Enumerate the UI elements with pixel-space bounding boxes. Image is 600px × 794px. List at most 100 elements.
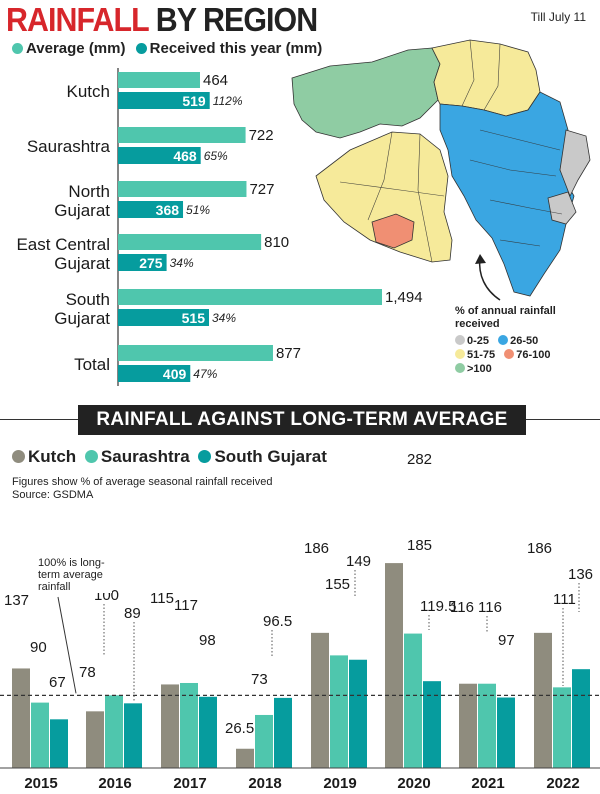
bar-south-gujarat-2015 bbox=[50, 719, 68, 768]
bar-kutch-2016 bbox=[86, 711, 104, 768]
data-label-13: 155 bbox=[325, 576, 350, 593]
bar-average-2 bbox=[118, 181, 247, 197]
section-banner: RAINFALL AGAINST LONG-TERM AVERAGE bbox=[78, 405, 526, 435]
year-label-2019: 2019 bbox=[323, 775, 356, 792]
bar-south-gujarat-2016 bbox=[124, 703, 142, 768]
bar-average-3 bbox=[118, 234, 262, 250]
legend-south-gujarat-swatch bbox=[198, 450, 212, 463]
value-average-1: 722 bbox=[249, 127, 274, 144]
map-legend-76-100: 76-100 bbox=[516, 349, 551, 361]
bar-average-5 bbox=[118, 345, 273, 361]
bar-saurashtra-2018 bbox=[255, 714, 273, 768]
bar-south-gujarat-2022 bbox=[572, 669, 590, 768]
data-label-1: 90 bbox=[30, 639, 47, 656]
bar-saurashtra-2020 bbox=[404, 633, 422, 768]
data-label-3: 78 bbox=[79, 664, 96, 681]
map-region-kutch bbox=[291, 47, 441, 139]
data-label-5: 89 bbox=[124, 605, 141, 622]
map-legend-title: % of annual rainfall received bbox=[455, 305, 556, 330]
data-label-16: 185 bbox=[407, 537, 432, 554]
bar-average-1 bbox=[118, 127, 246, 143]
value-received-1: 468 bbox=[173, 148, 197, 164]
note-source: Source: GSDMA bbox=[12, 489, 94, 501]
map-legend-swatch-over-100 bbox=[455, 363, 465, 373]
bar-south-gujarat-2021 bbox=[497, 697, 515, 768]
bar-saurashtra-2021 bbox=[478, 683, 496, 768]
bar-south-gujarat-2017 bbox=[199, 696, 217, 768]
category-label-3-line0: East Central bbox=[16, 235, 110, 254]
bar-saurashtra-2022 bbox=[553, 687, 571, 768]
percent-received-2: 51% bbox=[186, 203, 210, 217]
data-label-19: 116 bbox=[478, 599, 502, 616]
map-region-east bbox=[439, 91, 575, 297]
bar-average-4 bbox=[118, 289, 382, 305]
value-received-4: 515 bbox=[182, 310, 206, 326]
bar-kutch-2015 bbox=[12, 668, 30, 768]
map-legend-swatch-26-50 bbox=[498, 335, 509, 345]
year-label-2021: 2021 bbox=[471, 775, 504, 792]
category-label-4-line1: Gujarat bbox=[54, 309, 110, 328]
percent-received-3: 34% bbox=[170, 256, 194, 270]
year-label-2015: 2015 bbox=[24, 775, 57, 792]
annotation-pointer bbox=[57, 596, 77, 694]
data-label-20: 97 bbox=[498, 632, 515, 649]
bar-average-0 bbox=[118, 72, 200, 88]
category-label-2-line1: Gujarat bbox=[54, 201, 110, 220]
note-line1: Figures show % of average seasonal rainf… bbox=[12, 476, 273, 488]
legend-top: Average (mm) Received this year (mm) bbox=[12, 40, 322, 57]
bar-received-2 bbox=[118, 201, 184, 218]
category-label-4-line0: South bbox=[66, 290, 110, 309]
legend-kutch-swatch bbox=[12, 450, 25, 463]
bar-kutch-2022 bbox=[534, 632, 552, 768]
map-legend-swatch-76-100 bbox=[504, 349, 515, 359]
value-average-5: 877 bbox=[276, 345, 301, 362]
data-label-6: 115 bbox=[150, 590, 174, 607]
title-part2: BY REGION bbox=[155, 1, 318, 38]
data-label-2: 67 bbox=[49, 674, 66, 691]
legend-average-swatch bbox=[12, 43, 23, 54]
title-part1: RAINFALL bbox=[6, 1, 149, 38]
legend-saurashtra-label: Saurashtra bbox=[100, 447, 190, 466]
data-label-17: 119.5 bbox=[420, 598, 456, 615]
gujarat-map bbox=[291, 39, 591, 301]
map-legend-51-75: 51-75 bbox=[467, 349, 496, 361]
category-label-5: Total bbox=[74, 355, 110, 374]
legend-bottom: Kutch Saurashtra South Gujarat bbox=[12, 447, 327, 467]
data-label-22: 111 bbox=[553, 591, 576, 608]
map-region-76-100 bbox=[371, 213, 415, 249]
value-received-0: 519 bbox=[182, 93, 206, 109]
percent-received-5: 47% bbox=[193, 367, 217, 381]
legend-average-label: Average (mm) bbox=[26, 40, 126, 57]
bar-received-4 bbox=[118, 309, 210, 326]
value-received-5: 409 bbox=[163, 366, 187, 382]
data-label-10: 73 bbox=[251, 671, 268, 688]
data-label-18: 116 bbox=[450, 599, 474, 616]
value-average-0: 464 bbox=[203, 72, 228, 89]
bar-received-5 bbox=[118, 365, 191, 382]
bar-kutch-2020 bbox=[385, 563, 403, 768]
bar-kutch-2021 bbox=[459, 683, 477, 768]
bar-kutch-2018 bbox=[236, 748, 254, 768]
value-average-2: 727 bbox=[249, 181, 274, 198]
map-legend-swatch-51-75 bbox=[455, 349, 465, 359]
data-label-23: 136 bbox=[568, 566, 593, 583]
value-average-3: 810 bbox=[264, 234, 289, 251]
bar-south-gujarat-2018 bbox=[274, 697, 292, 768]
year-label-2022: 2022 bbox=[546, 775, 579, 792]
legend-received-swatch bbox=[135, 43, 147, 54]
bar-south-gujarat-2019 bbox=[349, 659, 367, 768]
bar-received-0 bbox=[118, 92, 210, 109]
value-received-2: 368 bbox=[156, 202, 180, 218]
data-label-7: 117 bbox=[174, 597, 198, 614]
bar-saurashtra-2019 bbox=[330, 655, 348, 768]
map-region-grey-south bbox=[547, 191, 577, 225]
value-average-4: 1,494 bbox=[385, 289, 423, 306]
data-label-9: 26.5 bbox=[225, 720, 254, 737]
page-title: RAINFALL BY REGION bbox=[6, 0, 318, 40]
bar-saurashtra-2016 bbox=[105, 695, 123, 768]
percent-received-4: 34% bbox=[212, 311, 236, 325]
data-label-14: 149 bbox=[346, 553, 371, 570]
legend-south-gujarat-label: South Gujarat bbox=[214, 447, 327, 466]
map-legend-over-100: >100 bbox=[467, 363, 492, 375]
